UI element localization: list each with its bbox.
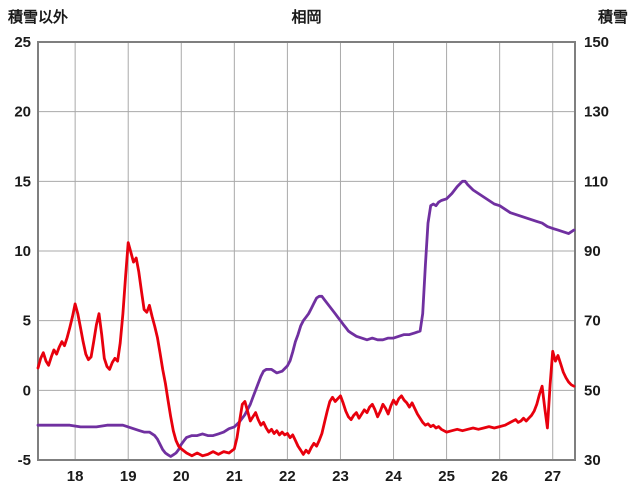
left-tick-label: 5 [23,313,31,330]
left-tick-label: 20 [14,104,31,121]
right-axis-title: 積雪 [597,9,628,26]
series-line-snow-depth [36,179,576,458]
x-tick-label: 26 [491,468,508,485]
x-tick-label: 20 [173,468,190,485]
left-tick-label: 15 [14,173,31,190]
x-tick-label: 19 [120,468,137,485]
right-tick-label: 110 [584,173,608,190]
right-tick-label: 90 [584,243,601,260]
series-line-non-snow [36,241,576,458]
left-tick-label: 25 [14,34,31,51]
x-tick-label: 24 [385,468,402,485]
right-tick-label: 130 [584,104,609,121]
left-tick-label: 10 [14,243,31,260]
chart-title: 相岡 [291,9,322,26]
x-tick-label: 23 [332,468,349,485]
right-tick-label: 50 [584,382,601,399]
left-axis-title: 積雪以外 [8,9,69,26]
right-tick-label: 30 [584,452,601,469]
plot-border [37,41,576,461]
x-tick-label: 18 [67,468,84,485]
right-tick-label: 70 [584,313,601,330]
left-tick-label: 0 [23,382,31,399]
x-tick-label: 27 [544,468,561,485]
right-tick-label: 150 [584,34,609,51]
left-tick-label: -5 [18,452,31,469]
x-tick-label: 21 [226,468,243,485]
x-tick-label: 25 [438,468,455,485]
x-tick-label: 22 [279,468,296,485]
